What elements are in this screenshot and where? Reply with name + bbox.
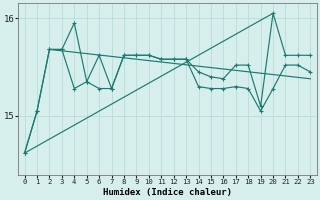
- X-axis label: Humidex (Indice chaleur): Humidex (Indice chaleur): [103, 188, 232, 197]
